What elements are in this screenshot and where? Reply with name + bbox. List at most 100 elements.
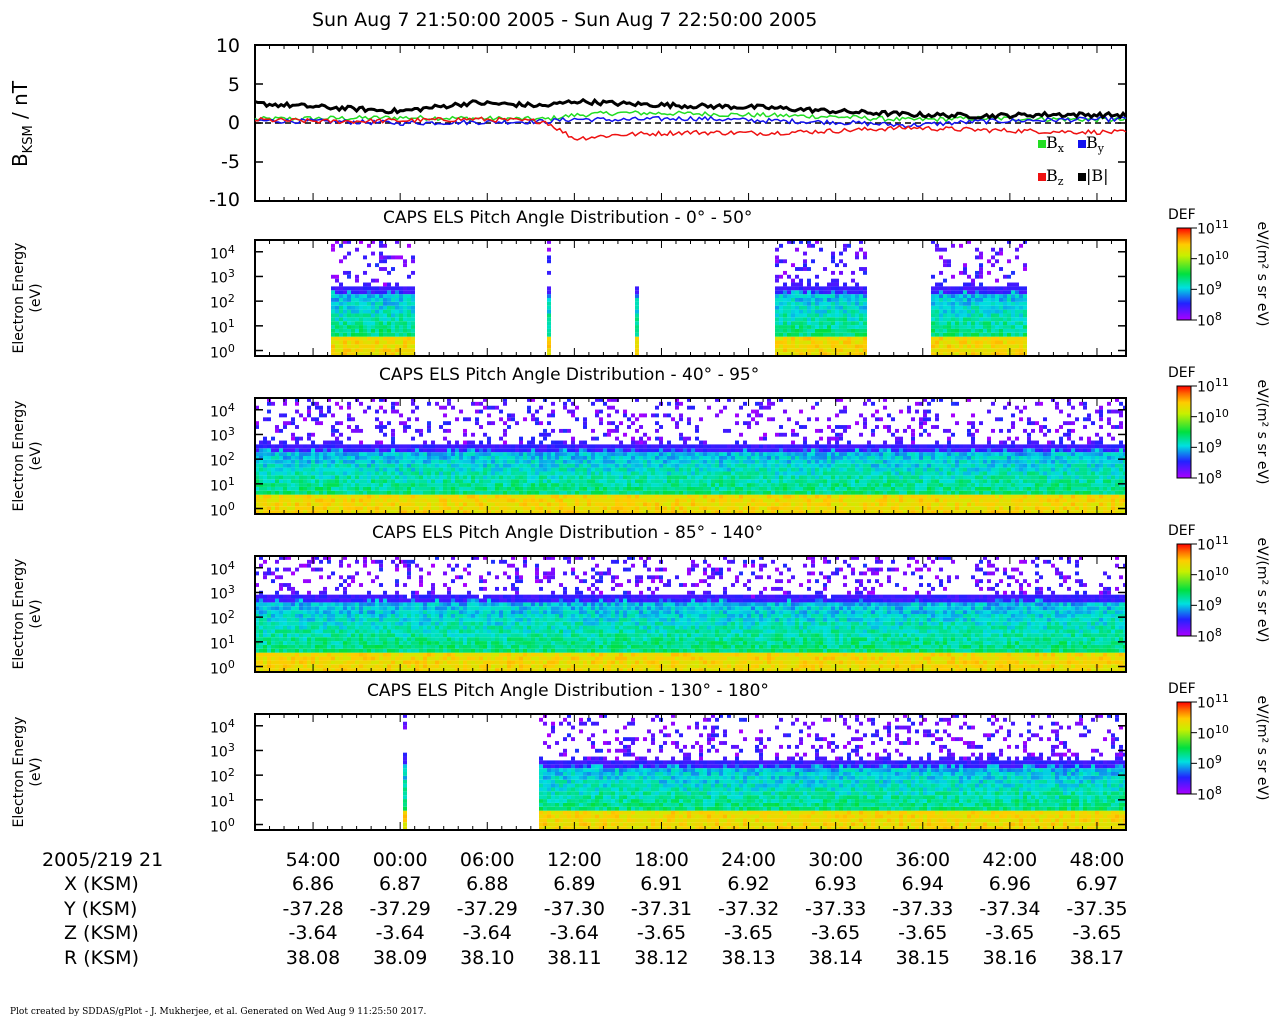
- spectro-cell: [751, 494, 755, 499]
- spectro-cell: [827, 471, 831, 476]
- spectro-cell: [495, 471, 499, 476]
- spectro-cell: [307, 467, 311, 472]
- colorbar-tick-label: 109: [1197, 279, 1222, 299]
- spectro-cell: [355, 494, 359, 499]
- spectro-cell: [955, 348, 959, 353]
- spectro-cell: [495, 490, 499, 495]
- spectro-cell: [499, 459, 503, 464]
- spectro-cell: [555, 471, 559, 476]
- spectro-cell: [747, 459, 751, 464]
- spectro-cell: [487, 498, 491, 503]
- spectro-cell: [883, 475, 887, 480]
- spectro-cell: [883, 502, 887, 507]
- spectro-cell: [1019, 317, 1023, 322]
- energy-tick-exp: 4: [227, 400, 235, 414]
- time-tick-label: 54:00: [285, 849, 341, 871]
- spectro-cell: [843, 479, 847, 484]
- spectro-cell: [603, 494, 607, 499]
- spectro-cell: [547, 325, 551, 329]
- spectro-cell: [639, 467, 643, 472]
- spectro-cell: [463, 483, 467, 487]
- time-tick-label: 18:00: [634, 849, 689, 871]
- spectro-cell: [803, 336, 807, 341]
- spectro-cell: [831, 494, 835, 499]
- spectro-cell: [955, 325, 959, 329]
- spectro-cell: [411, 479, 415, 484]
- spectro-cell: [875, 510, 879, 514]
- spectro-cell: [467, 483, 471, 487]
- spectro-cell: [367, 483, 371, 487]
- spectro-cell: [343, 336, 347, 341]
- spectro-cell: [755, 452, 759, 456]
- spectro-cell: [315, 490, 319, 495]
- spectro-cell: [375, 456, 379, 460]
- spectro-cell: [859, 506, 863, 511]
- spectro-cell: [443, 479, 447, 484]
- spectro-cell: [739, 444, 743, 449]
- spectro-cell: [1023, 305, 1027, 310]
- spectro-cell: [731, 444, 735, 449]
- spectro-cell: [819, 490, 823, 495]
- spectro-cell: [863, 425, 867, 429]
- spectro-cell: [843, 313, 847, 318]
- spectro-cell: [807, 444, 811, 449]
- spectro-cell: [975, 317, 979, 322]
- spectro-cell: [579, 494, 583, 499]
- spectro-cell: [319, 486, 323, 491]
- spectro-cell: [271, 486, 275, 491]
- spectro-cell: [571, 498, 575, 503]
- spectro-cell: [803, 340, 807, 345]
- spectro-cell: [1007, 332, 1011, 337]
- spectro-cell: [811, 506, 815, 511]
- spectro-cell: [591, 475, 595, 480]
- spectro-cell: [583, 502, 587, 507]
- spectro-cell: [367, 294, 371, 298]
- spectro-cell: [343, 325, 347, 329]
- spectro-cell: [743, 498, 747, 503]
- spectro-cell: [579, 459, 583, 464]
- spectro-cell: [567, 452, 571, 456]
- spectro-cell: [255, 405, 259, 410]
- spectro-cell: [355, 486, 359, 491]
- spectro-cell: [591, 490, 595, 495]
- spectro-cell: [955, 317, 959, 322]
- spectro-cell: [491, 498, 495, 503]
- spectro-cell: [379, 448, 383, 453]
- spectro-cell: [791, 240, 795, 244]
- spectro-cell: [375, 332, 379, 337]
- spectro-cell: [675, 421, 679, 426]
- spectro-cell: [931, 294, 935, 298]
- spectro-cell: [359, 494, 363, 499]
- spectro-cell: [347, 436, 351, 441]
- spectro-cell: [727, 479, 731, 484]
- spectro-cell: [367, 328, 371, 333]
- spectro-cell: [815, 452, 819, 456]
- spectro-cell: [935, 317, 939, 322]
- spectro-cell: [815, 440, 819, 445]
- spectro-cell: [463, 432, 467, 437]
- spectro-cell: [423, 502, 427, 507]
- spectro-cell: [619, 506, 623, 511]
- spectro-cell: [1003, 298, 1007, 302]
- spectro-cell: [823, 475, 827, 480]
- spectro-cell: [375, 483, 379, 487]
- spectro-cell: [747, 494, 751, 499]
- spectro-cell: [267, 471, 271, 476]
- spectro-cell: [379, 459, 383, 464]
- spectro-cell: [603, 490, 607, 495]
- spectro-cell: [739, 510, 743, 514]
- spectro-cell: [775, 301, 779, 306]
- spectro-cell: [551, 448, 555, 453]
- spectro-cell: [775, 290, 779, 295]
- spectro-cell: [271, 490, 275, 495]
- spectro-cell: [411, 321, 415, 326]
- spectro-cell: [823, 267, 827, 271]
- spectro-cell: [339, 328, 343, 333]
- spectro-cell: [423, 448, 427, 453]
- spectro-cell: [583, 486, 587, 491]
- spectro-cell: [367, 479, 371, 484]
- eph-value: -3.65: [723, 922, 774, 944]
- spectro-cell: [847, 456, 851, 460]
- spectro-cell: [863, 294, 867, 298]
- spectro-cell: [791, 317, 795, 322]
